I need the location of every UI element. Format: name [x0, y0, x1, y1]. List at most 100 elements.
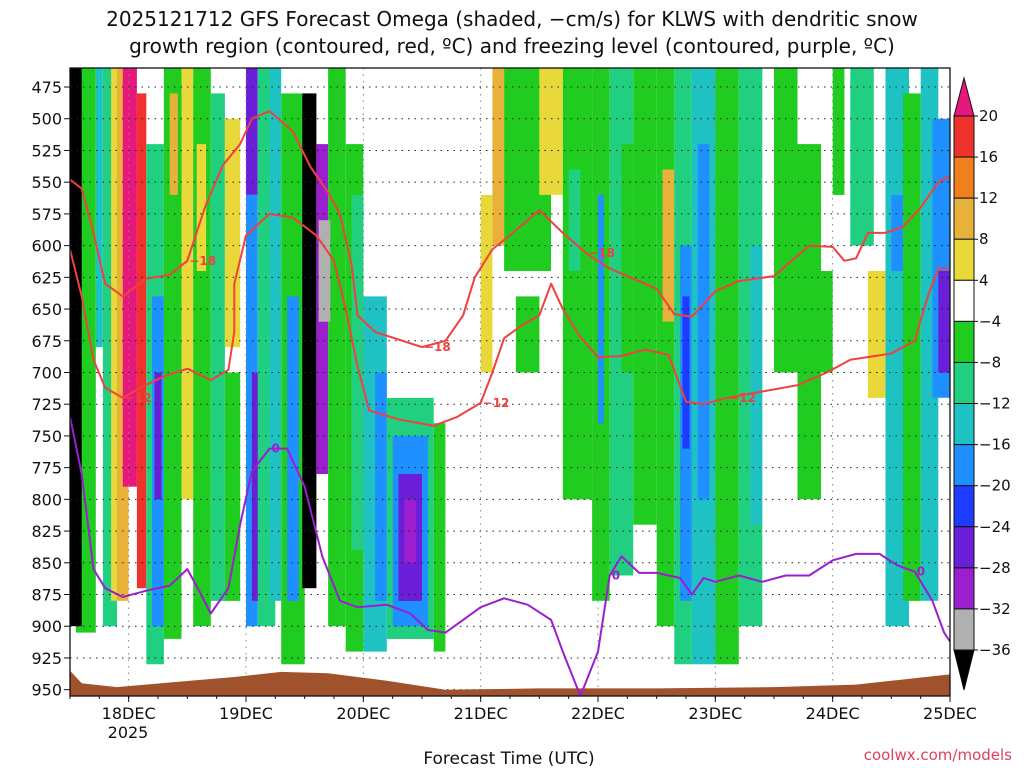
x-tick-label-19DEC: 19DEC: [219, 704, 273, 723]
shade-cell-12: [169, 93, 178, 195]
colorbar-label-7: −12: [979, 395, 1011, 413]
y-tick-label-725: 725: [31, 395, 62, 414]
shade-cell-13: [181, 68, 194, 500]
shade-cell-44: [562, 68, 593, 500]
shade-cell-10: [154, 372, 162, 500]
colorbar-label-12: −32: [979, 600, 1011, 618]
shade-cell-37: [404, 499, 417, 563]
shade-cell-17: [224, 118, 241, 348]
y-tick-label-675: 675: [31, 332, 62, 351]
y-tick-label-750: 750: [31, 427, 62, 446]
colorbar-cell-5: [953, 320, 975, 363]
shade-cell-69: [903, 93, 921, 601]
contour-freezing-level: [70, 416, 950, 696]
plot-area: −12 −12 −12 −18 −18 −18 0 0 0: [70, 68, 950, 696]
shade-cell-11: [163, 68, 182, 639]
colorbar-label-0: 20: [979, 107, 998, 125]
y-tick-label-875: 875: [31, 586, 62, 605]
contour-dgz-minus12-label-1: −12: [483, 396, 510, 410]
shade-cell-60: [750, 245, 763, 525]
y-tick-label-550: 550: [31, 173, 62, 192]
y-tick-label-500: 500: [31, 110, 62, 129]
y-tick-label-600: 600: [31, 237, 62, 256]
x-year-label: 2025: [108, 723, 149, 742]
x-tick-label-24DEC: 24DEC: [806, 704, 860, 723]
y-tick-label-800: 800: [31, 490, 62, 509]
colorbar-top-arrow: [953, 76, 975, 117]
contour-dgz-minus18-label-0: −18: [189, 254, 216, 268]
shade-cell-66: [867, 271, 886, 398]
colorbar-cell-11: [953, 567, 975, 610]
shade-cell-2: [95, 68, 103, 348]
shade-cell-38: [433, 423, 446, 652]
colorbar-label-10: −24: [979, 518, 1011, 536]
shade-cell-39: [480, 194, 493, 373]
colorbar-cell-2: [953, 197, 975, 240]
x-tick-label-18DEC: 18DEC: [102, 704, 156, 723]
colorbar-cell-10: [953, 526, 975, 569]
chart-title-line-1: 2025121712 GFS Forecast Omega (shaded, −…: [106, 7, 918, 31]
shade-cell-29: [318, 220, 331, 322]
y-tick-label-525: 525: [31, 141, 62, 160]
shade-cell-72: [938, 271, 950, 373]
y-tick-label-625: 625: [31, 268, 62, 287]
shade-cell-68: [891, 194, 903, 271]
contour-freezing-level-label-2: 0: [917, 565, 925, 579]
colorbar: 20 16 12 8 4 −4 −8 −12 −16 −20 −24 −28 −32 −36: [953, 76, 1011, 691]
contour-freezing-level-label-1: 0: [612, 568, 620, 582]
y-tick-label-575: 575: [31, 205, 62, 224]
contour-dgz-minus18: [70, 110, 950, 349]
y-tick-label-650: 650: [31, 300, 62, 319]
shade-cell-42: [515, 296, 540, 373]
shade-cell-49: [621, 144, 634, 373]
shade-cell-26: [302, 93, 317, 589]
colorbar-label-2: 12: [979, 189, 998, 207]
y-axis: 475 500 525 550 575 600 625 650 675 700 725 750 775 8…: [31, 78, 70, 700]
colorbar-label-11: −28: [979, 559, 1011, 577]
colorbar-cell-0: [953, 115, 975, 158]
contour-lines: −12 −12 −12 −18 −18 −18 0 0 0: [70, 110, 950, 696]
shade-cell-57: [697, 144, 710, 500]
colorbar-cell-3: [953, 238, 975, 281]
shade-cell-33: [375, 372, 387, 601]
shade-cell-5: [116, 68, 129, 601]
contour-freezing-level-label-0: 0: [271, 442, 279, 456]
colorbar-cell-12: [953, 608, 975, 651]
colorbar-label-5: −4: [979, 312, 1001, 330]
colorbar-label-3: 8: [979, 230, 989, 248]
shade-cell-25: [287, 296, 299, 601]
colorbar-cell-6: [953, 361, 975, 405]
shade-cell-45: [568, 169, 581, 271]
y-tick-label-700: 700: [31, 363, 62, 382]
y-tick-label-850: 850: [31, 554, 62, 573]
colorbar-cell-7: [953, 403, 975, 446]
shade-cell-1: [70, 68, 82, 627]
contour-dgz-minus12: [70, 212, 950, 427]
colorbar-label-1: 16: [979, 148, 998, 166]
shade-cell-50: [633, 68, 657, 525]
shade-cell-51: [656, 68, 675, 627]
shade-cell-43: [539, 68, 563, 195]
x-tick-label-25DEC: 25DEC: [923, 704, 977, 723]
y-tick-label-825: 825: [31, 522, 62, 541]
colorbar-cell-8: [953, 444, 975, 487]
y-tick-label-950: 950: [31, 681, 62, 700]
shade-cell-55: [682, 296, 690, 449]
grid-lines: [70, 68, 950, 696]
shade-cell-47: [598, 194, 604, 424]
chart-title-line-2: growth region (contoured, red, ºC) and f…: [129, 34, 895, 58]
shade-cell-61: [774, 68, 798, 373]
x-tick-label-22DEC: 22DEC: [571, 704, 625, 723]
y-tick-label-775: 775: [31, 459, 62, 478]
x-tick-label-23DEC: 23DEC: [688, 704, 742, 723]
shade-cell-40: [492, 68, 505, 246]
colorbar-cell-9: [953, 485, 975, 528]
shade-cell-65: [850, 68, 874, 246]
colorbar-label-4: 4: [979, 271, 989, 289]
x-axis: 18DEC 19DEC 20DEC 21DEC 22DEC 23DEC 24DEC 25DEC: [69, 696, 977, 723]
x-tick-label-21DEC: 21DEC: [454, 704, 508, 723]
contour-dgz-minus12-label-2: −12: [729, 391, 756, 405]
contour-dgz-minus18-label-2: −18: [588, 246, 615, 260]
shade-cell-64: [832, 68, 845, 195]
